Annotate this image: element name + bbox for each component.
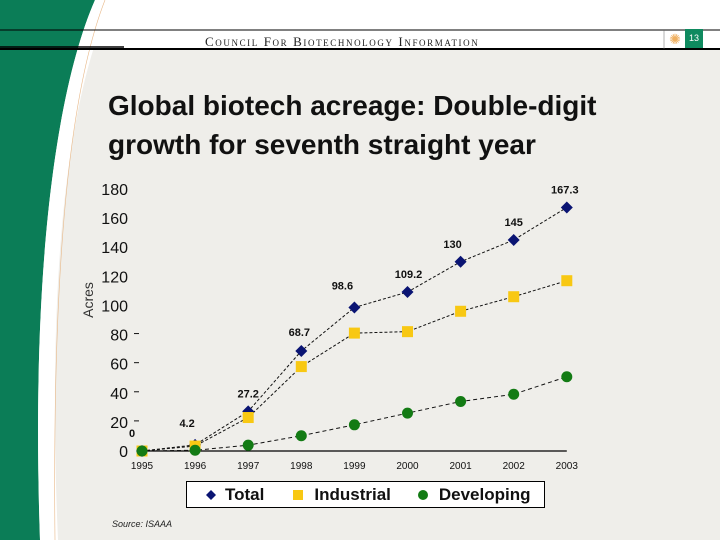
legend-item-total: Total [205,485,264,505]
data-point-total [295,345,308,358]
page-number: 13 [685,29,703,48]
green-band [0,0,95,540]
legend-label: Developing [438,484,531,504]
y-tick-label: 180 [101,182,128,199]
y-tick-label: 140 [101,240,128,257]
data-label: 0 [129,428,135,440]
data-point-industrial [508,291,520,303]
data-point-developing [136,445,148,457]
data-point-developing [455,396,467,408]
square-marker-icon [293,489,304,500]
y-tick-label: 160 [101,211,128,228]
x-tick-label: 1998 [290,461,313,472]
data-label: 145 [505,217,523,229]
x-tick-label: 1999 [343,461,366,472]
data-label: 130 [443,239,461,251]
y-tick-label: 60 [110,357,128,374]
data-point-industrial [242,412,254,424]
legend-label: Industrial [314,484,391,504]
y-tick-label: 40 [110,386,128,403]
data-label: 4.2 [179,418,194,430]
legend-item-industrial: Industrial [292,485,391,505]
y-tick-label: 20 [110,415,128,432]
chart-legend: Total Industrial Developing [186,481,545,508]
data-point-developing [508,388,520,400]
data-point-industrial [455,305,467,317]
data-label: 167.3 [551,184,579,196]
x-tick-label: 2000 [396,461,419,472]
x-tick-label: 2003 [556,461,579,472]
y-tick-label: 120 [101,269,128,286]
data-label: 68.7 [289,327,310,339]
circle-marker-icon [417,489,428,500]
data-point-developing [242,439,254,451]
x-tick-label: 1996 [184,461,207,472]
data-point-industrial [561,275,573,287]
legend-label: Total [225,484,265,504]
data-point-industrial [348,327,360,339]
y-tick-label: 0 [119,444,128,461]
sun-logo-icon: ✺ [669,31,681,47]
data-label: 27.2 [237,388,258,400]
data-point-industrial [402,326,413,338]
data-point-total [401,286,414,299]
x-tick-label: 1995 [131,461,154,472]
slide-title: Global biotech acreage: Double-digit gro… [108,90,597,160]
legend-item-developing: Developing [417,485,531,505]
data-label: 98.6 [332,280,353,292]
data-point-developing [348,419,360,431]
series-line-developing [141,376,567,452]
data-point-industrial [295,361,307,373]
data-point-developing [189,444,201,456]
x-tick-label: 1997 [237,461,260,472]
data-point-total [454,255,467,268]
data-point-total [507,233,520,246]
y-tick-label: 80 [110,328,128,345]
data-label: 109.2 [395,269,423,281]
diamond-marker-icon [206,489,216,500]
source-note: Source: ISAAA [112,519,173,529]
data-point-total [348,301,361,314]
series-line-industrial [141,280,567,452]
org-name: Council For Biotechnology Information [205,34,480,49]
y-tick-label: 100 [101,298,128,315]
data-point-total [560,201,573,214]
data-point-developing [402,407,413,419]
x-tick-label: 2001 [449,461,472,472]
y-axis-label: Acres [80,282,96,318]
x-tick-label: 2002 [503,461,526,472]
data-point-developing [295,430,307,442]
data-point-developing [561,371,573,383]
